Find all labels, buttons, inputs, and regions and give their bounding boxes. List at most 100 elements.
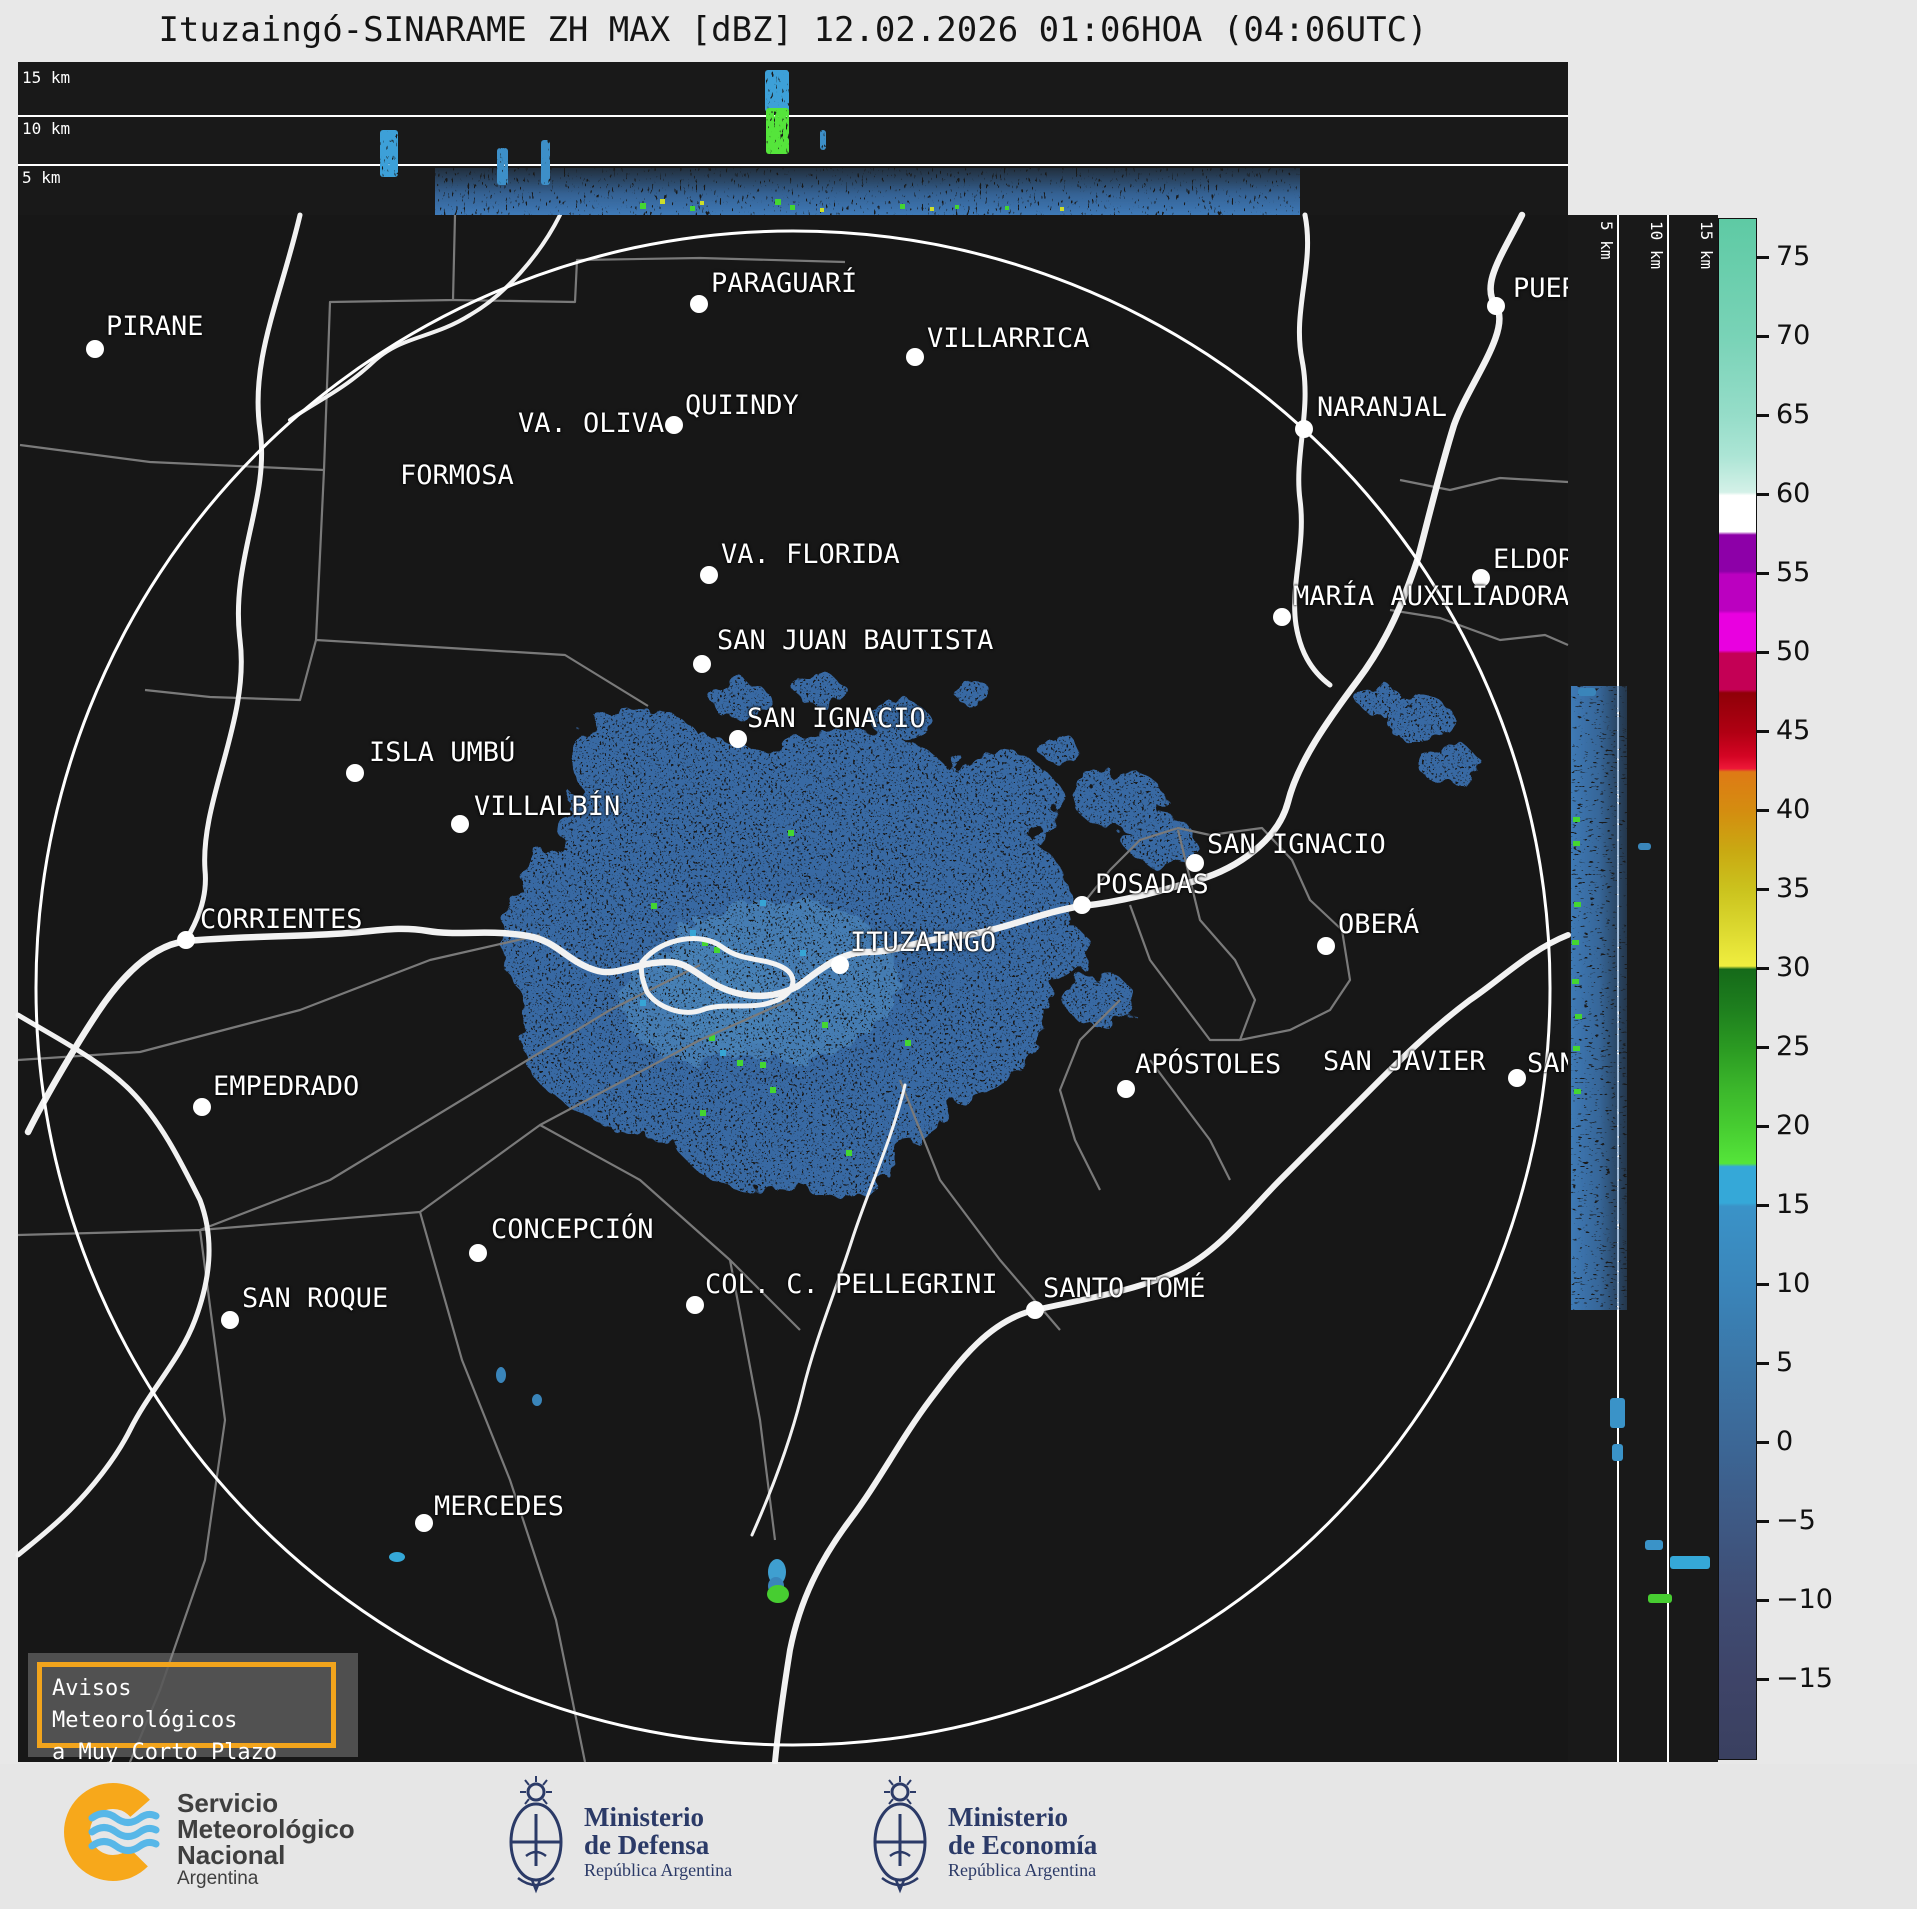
city-label: APÓSTOLES	[1135, 1049, 1282, 1080]
city-label: SAN VICENTE	[1527, 1048, 1568, 1079]
colorbar-tick-label: 30	[1776, 952, 1811, 984]
city-label: ISLA UMBÚ	[369, 737, 516, 768]
colorbar-tick-label: 15	[1776, 1189, 1811, 1221]
city-dot	[1073, 896, 1091, 914]
colorbar-tick-mark	[1756, 1440, 1769, 1444]
footer-logos-bar: Servicio Meteorológico Nacional Argentin…	[0, 1764, 1917, 1909]
colorbar-tick-mark	[1756, 1677, 1769, 1681]
city-label: PIRANE	[106, 311, 204, 342]
map-label-layer: Avisos Meteorológicos a Muy Corto Plazo …	[18, 215, 1568, 1762]
smn-name-line2: Meteorológico	[177, 1814, 355, 1844]
city-label: OBERÁ	[1338, 909, 1420, 940]
city-dot	[831, 956, 849, 974]
city-dot	[729, 730, 747, 748]
city-dot	[1026, 1301, 1044, 1319]
dbz-colorbar	[1718, 218, 1757, 1760]
city-label: VA. OLIVA	[518, 408, 665, 439]
city-dot	[469, 1244, 487, 1262]
city-label: VA. FLORIDA	[721, 539, 900, 570]
height-axis-label: 10 km	[22, 119, 71, 138]
city-label: MERCEDES	[434, 1491, 565, 1522]
colorbar-tick-mark	[1756, 1045, 1769, 1049]
city-label: NARANJAL	[1317, 392, 1448, 423]
height-axis-label: 5 km	[1597, 221, 1616, 260]
city-label: SAN ROQUE	[242, 1283, 389, 1314]
city-label: SAN JAVIER	[1323, 1046, 1486, 1077]
colorbar-tick-label: −15	[1776, 1663, 1833, 1695]
colorbar-tick-label: −10	[1776, 1584, 1833, 1616]
city-label: COL. C. PELLEGRINI	[705, 1269, 998, 1300]
height-axis-label: 15 km	[1697, 221, 1716, 270]
alert-box-backdrop: Avisos Meteorológicos a Muy Corto Plazo	[28, 1653, 358, 1762]
city-dot	[1295, 420, 1313, 438]
height-axis-label: 5 km	[22, 168, 61, 187]
smn-country: Argentina	[177, 1868, 259, 1889]
city-dot	[415, 1514, 433, 1532]
city-dot	[177, 931, 195, 949]
colorbar-tick-mark	[1756, 334, 1769, 338]
smn-name-line1: Servicio	[177, 1788, 279, 1818]
colorbar-tick-label: −5	[1776, 1505, 1816, 1537]
economia-subtitle: República Argentina	[948, 1860, 1097, 1880]
colorbar-tick-label: 50	[1776, 636, 1811, 668]
city-label: QUIINDY	[685, 390, 799, 421]
radar-echo-top-cross-section	[380, 70, 1300, 215]
smn-logo-icon	[64, 1783, 162, 1881]
colorbar-tick-label: 25	[1776, 1031, 1811, 1063]
defensa-name-line1: Ministerio	[584, 1802, 704, 1832]
city-label: MARÍA AUXILIADORA	[1293, 581, 1568, 612]
height-axis-label: 10 km	[1647, 221, 1666, 270]
city-label: POSADAS	[1095, 869, 1209, 900]
city-dot	[690, 295, 708, 313]
city-dot	[1186, 854, 1204, 872]
colorbar-tick-label: 35	[1776, 873, 1811, 905]
colorbar-tick-mark	[1756, 492, 1769, 496]
colorbar-tick-mark	[1756, 966, 1769, 970]
colorbar-tick-label: 75	[1776, 241, 1811, 273]
admin-borders	[17, 214, 1569, 1763]
colorbar-tick-mark	[1756, 571, 1769, 575]
city-dot	[1117, 1080, 1135, 1098]
colorbar-tick-label: 40	[1776, 794, 1811, 826]
city-dot	[700, 566, 718, 584]
city-dot	[221, 1311, 239, 1329]
city-dot	[693, 655, 711, 673]
city-label: CONCEPCIÓN	[491, 1214, 654, 1245]
colorbar-tick-mark	[1756, 255, 1769, 259]
colorbar-tick-label: 55	[1776, 557, 1811, 589]
colorbar-tick-mark	[1756, 729, 1769, 733]
colorbar-tick-mark	[1756, 1598, 1769, 1602]
colorbar-tick-label: 10	[1776, 1268, 1811, 1300]
colorbar-tick-mark	[1756, 1124, 1769, 1128]
colorbar-tick-mark	[1756, 1282, 1769, 1286]
colorbar-tick-label: 0	[1776, 1426, 1794, 1458]
colorbar-tick-label: 65	[1776, 399, 1811, 431]
radar-echo-map	[500, 675, 1480, 1195]
city-label: FORMOSA	[400, 460, 514, 491]
city-dot	[1273, 608, 1291, 626]
economia-name-line1: Ministerio	[948, 1802, 1068, 1832]
weather-warning-box: Avisos Meteorológicos a Muy Corto Plazo	[37, 1662, 336, 1762]
defensa-coat-of-arms-icon	[509, 1776, 563, 1894]
city-label: VILLALBÍN	[474, 791, 621, 822]
radar-echo-specks	[389, 830, 911, 1603]
city-dot	[1317, 937, 1335, 955]
colorbar-tick-label: 5	[1776, 1347, 1794, 1379]
city-label: ELDORADO	[1493, 544, 1568, 575]
colorbar-tick-mark	[1756, 1203, 1769, 1207]
colorbar-tick-label: 60	[1776, 478, 1811, 510]
colorbar-tick-mark	[1756, 1361, 1769, 1365]
city-label: SANTO TOMÉ	[1043, 1273, 1206, 1304]
city-dot	[906, 348, 924, 366]
city-label: ITUZAINGÓ	[850, 927, 997, 958]
radar-echo-right-cross-section	[1571, 686, 1627, 1310]
city-dot	[193, 1098, 211, 1116]
smn-name-line3: Nacional	[177, 1840, 286, 1870]
colorbar-tick-mark	[1756, 808, 1769, 812]
city-label: SAN IGNACIO	[747, 703, 926, 734]
defensa-name-line2: de Defensa	[584, 1830, 710, 1860]
city-label: SAN IGNACIO	[1207, 829, 1386, 860]
warning-line-2: a Muy Corto Plazo	[52, 1739, 278, 1762]
economia-name-line2: de Economía	[948, 1830, 1098, 1860]
